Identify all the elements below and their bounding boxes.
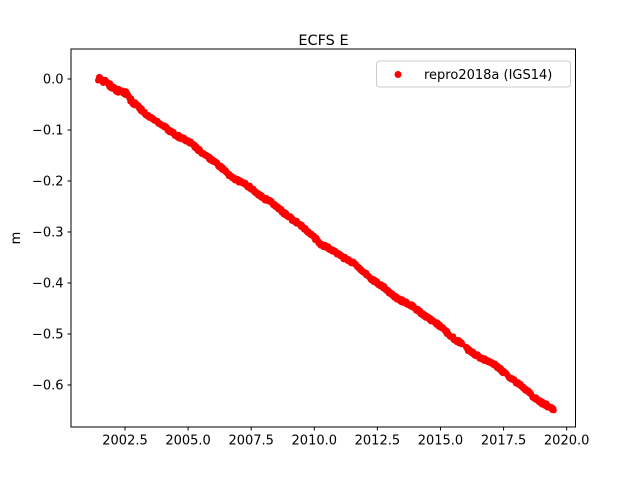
legend-box [376, 60, 571, 88]
plot-border [70, 48, 576, 428]
legend-label: repro2018a (IGS14) [424, 68, 552, 83]
x-axis-ticks: 2002.5 2005.0 2007.5 2010.0 2012.5 2015.0 2017… [102, 427, 589, 449]
y-tick-label: −0.2 [32, 174, 64, 189]
y-tick-label: −0.6 [32, 378, 64, 393]
x-tick-label: 2010.0 [292, 434, 338, 449]
y-tick-label: −0.3 [32, 225, 64, 240]
x-tick-label: 2012.5 [355, 434, 401, 449]
data-point [550, 407, 557, 414]
y-axis-label: m [9, 232, 24, 245]
y-tick-label: −0.5 [32, 327, 64, 342]
x-tick-label: 2002.5 [102, 434, 148, 449]
legend: repro2018a (IGS14) [376, 60, 571, 88]
legend-marker-icon [394, 71, 402, 78]
y-tick-label: −0.4 [32, 276, 64, 291]
data-series [95, 74, 557, 414]
x-tick-label: 2020.0 [544, 434, 590, 449]
x-tick-label: 2015.0 [418, 434, 464, 449]
y-axis-ticks: 0.0 −0.1 −0.2 −0.3 −0.4 −0.5 −0.6 [32, 72, 71, 393]
x-tick-label: 2007.5 [228, 434, 274, 449]
chart-title: ECFS E [298, 33, 348, 49]
y-tick-label: −0.1 [32, 123, 64, 138]
x-tick-label: 2005.0 [165, 434, 211, 449]
x-tick-label: 2017.5 [481, 434, 527, 449]
y-tick-label: 0.0 [43, 72, 64, 87]
